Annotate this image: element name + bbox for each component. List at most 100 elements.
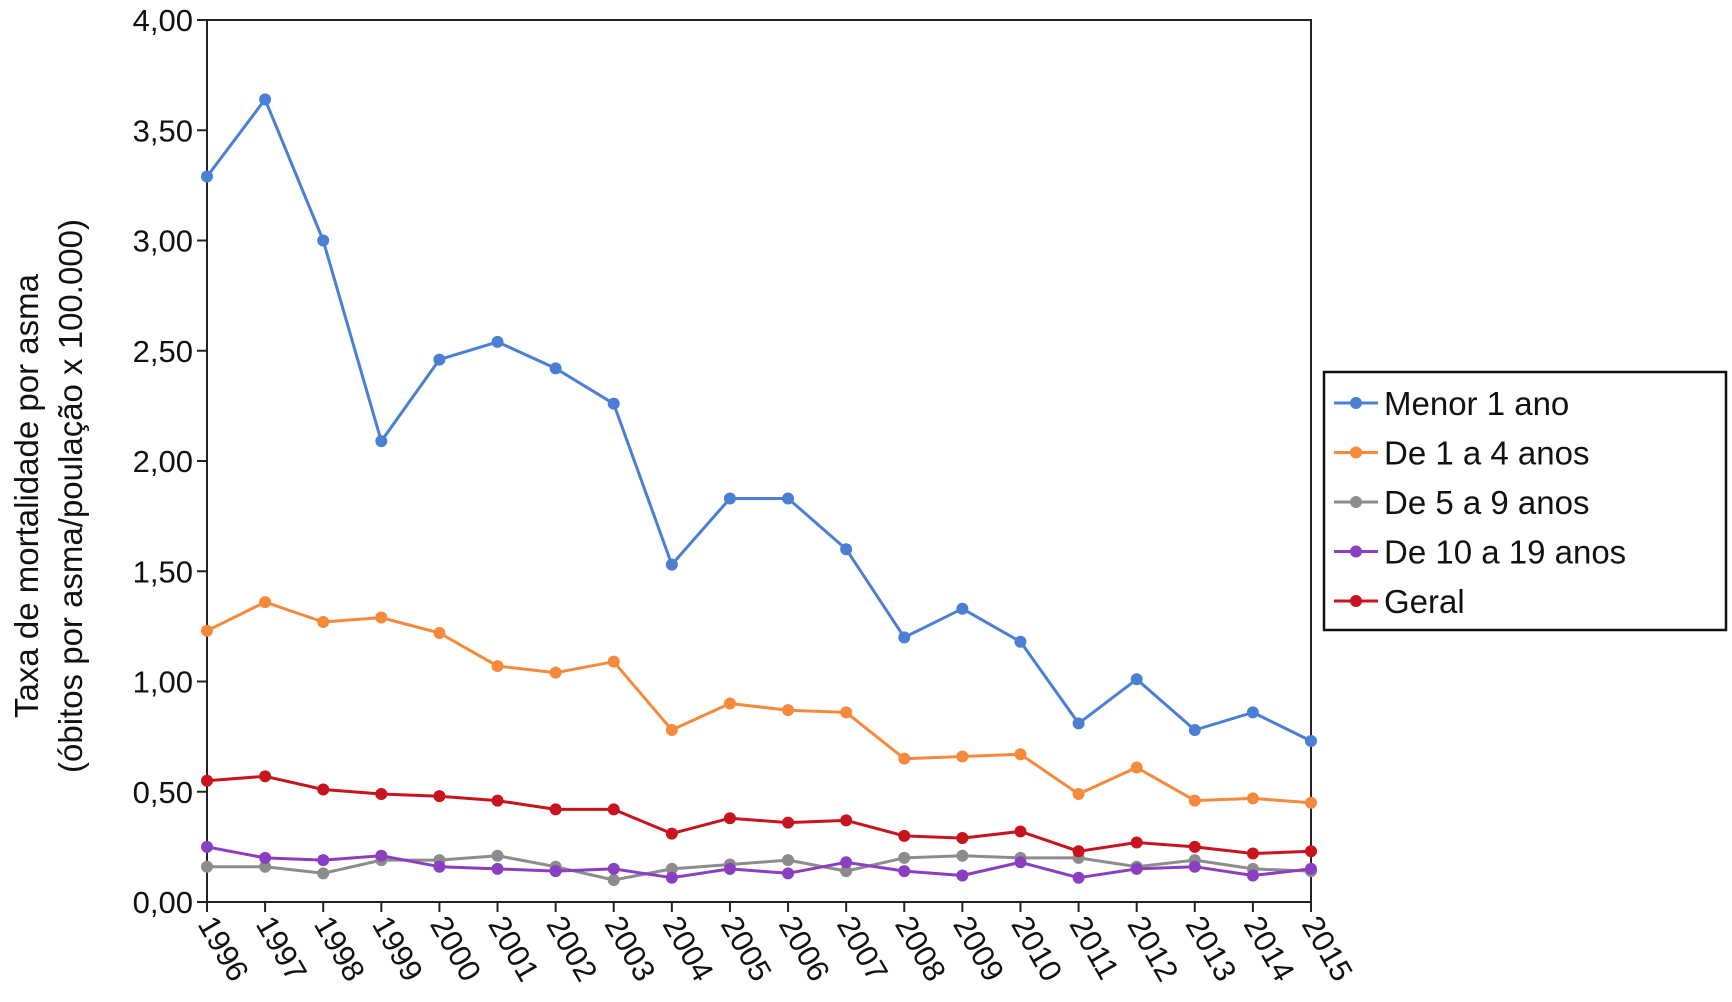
y-axis-title-line1: Taxa de mortalidade por asma: [8, 273, 45, 718]
data-point: [1246, 792, 1259, 805]
x-tick-label: 2005: [714, 910, 779, 987]
data-point: [259, 596, 272, 609]
series-group: [201, 770, 1317, 860]
data-point: [1072, 871, 1085, 884]
data-point: [317, 854, 330, 867]
data-point: [491, 794, 504, 807]
x-tick-label: 1996: [191, 910, 256, 987]
data-point: [201, 860, 213, 873]
data-point: [898, 865, 911, 878]
data-point: [723, 812, 736, 825]
data-point: [491, 660, 504, 673]
data-point: [956, 832, 969, 845]
data-point: [317, 867, 330, 880]
data-point: [1246, 847, 1259, 860]
data-point: [840, 814, 853, 827]
data-point: [317, 615, 330, 628]
data-point: [1188, 794, 1201, 807]
plot-area-frame: [206, 19, 1312, 903]
data-point: [956, 849, 969, 862]
data-point: [840, 543, 853, 556]
legend-label: De 1 a 4 anos: [1384, 435, 1589, 472]
y-tick-label: 3,50: [133, 113, 193, 148]
x-tick-label: 1998: [307, 910, 372, 987]
x-tick-label: 2010: [1004, 910, 1069, 987]
y-tick-label: 1,00: [133, 665, 193, 700]
x-tick-label: 2007: [830, 910, 895, 987]
series-group: [201, 93, 1317, 748]
data-point: [259, 93, 272, 106]
data-point: [665, 724, 678, 737]
data-point: [1014, 856, 1027, 869]
data-point: [607, 397, 620, 410]
series-line: [206, 774, 1312, 855]
data-point: [1130, 836, 1143, 849]
data-point: [665, 827, 678, 840]
data-point: [1072, 717, 1085, 730]
data-point: [549, 362, 562, 375]
data-point: [1188, 724, 1201, 737]
data-point: [1305, 845, 1317, 858]
data-point: [1130, 673, 1143, 686]
legend-label: Geral: [1384, 583, 1465, 620]
data-point: [1014, 748, 1027, 761]
series-layer: [201, 93, 1317, 886]
legend-label: De 10 a 19 anos: [1384, 534, 1626, 571]
data-point: [782, 854, 795, 867]
x-tick-label: 2011: [1063, 910, 1127, 985]
data-point: [898, 829, 911, 842]
data-point: [433, 626, 446, 639]
data-point: [956, 869, 969, 882]
y-axis: 0,00 0,50 1,00 1,50 2,00 2,50 3,00 3,50 4,00: [133, 3, 207, 920]
data-point: [665, 558, 678, 571]
data-point: [898, 851, 911, 864]
x-tick-label: 2015: [1295, 910, 1360, 987]
data-point: [375, 849, 388, 862]
series-group: [201, 840, 1317, 884]
y-tick-label: 2,50: [133, 334, 193, 369]
data-point: [201, 624, 213, 637]
data-point: [956, 750, 969, 763]
data-point: [1072, 787, 1085, 800]
legend-swatch-marker: [1350, 545, 1362, 558]
data-point: [201, 774, 213, 787]
data-point: [375, 611, 388, 624]
series-line: [206, 600, 1312, 805]
x-tick-label: 2009: [946, 910, 1011, 987]
series-line: [205, 97, 1312, 743]
data-point: [840, 856, 853, 869]
series-line: [207, 854, 1312, 882]
data-point: [607, 873, 620, 886]
data-point: [782, 867, 795, 880]
y-tick-label: 0,50: [133, 775, 193, 810]
data-point: [1188, 860, 1201, 873]
data-point: [782, 816, 795, 829]
data-point: [259, 770, 272, 783]
x-tick-label: 1997: [249, 910, 314, 987]
data-point: [782, 492, 795, 505]
y-axis-title: Taxa de mortalidade por asma (óbitos por…: [8, 219, 89, 773]
y-tick-label: 3,00: [133, 224, 193, 259]
data-point: [259, 860, 272, 873]
data-point: [723, 862, 736, 875]
data-point: [1072, 845, 1085, 858]
y-tick-label: 1,50: [133, 554, 193, 589]
x-tick-label: 2006: [772, 910, 837, 987]
data-point: [201, 840, 213, 853]
data-point: [491, 849, 504, 862]
data-point: [1130, 862, 1143, 875]
x-tick-label: 2008: [888, 910, 953, 987]
data-point: [607, 862, 620, 875]
data-point: [723, 697, 736, 710]
x-tick-label: 2002: [540, 910, 605, 987]
data-point: [898, 631, 911, 644]
x-tick-label: 2001: [481, 910, 546, 987]
legend-swatch-marker: [1350, 446, 1362, 459]
y-axis-title-line2: (óbitos por asma/poulação x 100.000): [52, 219, 89, 773]
data-point: [1130, 761, 1143, 774]
data-point: [433, 353, 446, 366]
data-point: [375, 787, 388, 800]
data-point: [1305, 796, 1317, 809]
